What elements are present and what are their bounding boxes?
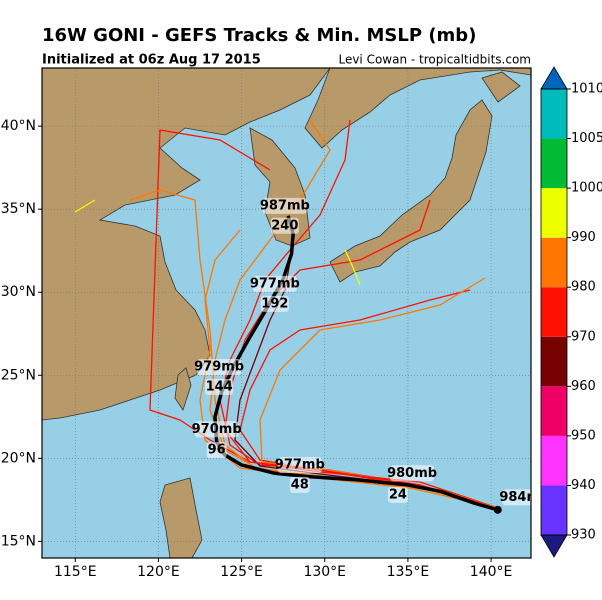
colorbar-band — [541, 89, 567, 139]
label-box — [262, 197, 307, 214]
label-box — [387, 486, 408, 503]
x-tick-label: 135°E — [387, 564, 430, 580]
track-label: 977mb — [275, 457, 325, 472]
label-box — [260, 295, 289, 312]
land — [42, 68, 531, 558]
colorbar-label: 990 — [571, 230, 596, 245]
track-label: 979mb — [194, 359, 244, 374]
subtitle: Initialized at 06z Aug 17 2015 — [42, 53, 261, 68]
colorbar-frame — [540, 88, 568, 536]
colorbar-label: 930 — [571, 528, 596, 543]
label-box — [277, 456, 322, 473]
title: 16W GONI - GEFS Tracks & Min. MSLP (mb) — [42, 25, 476, 46]
colorbar-label: 1005 — [571, 131, 602, 146]
track-start — [493, 505, 502, 514]
colorbar-band — [541, 237, 567, 288]
y-tick-label: 35°N — [1, 201, 36, 217]
label-box — [205, 378, 234, 395]
label-box — [206, 442, 227, 459]
colorbar-label: 960 — [571, 379, 596, 394]
colorbar-label: 980 — [571, 280, 596, 295]
track-label: 977mb — [250, 276, 300, 291]
annotations: 984mb 980mb 24 977mb 48 970mb 96 979mb 144 977mb 1… — [192, 197, 549, 506]
colorbar-band — [541, 336, 567, 387]
y-tick-label: 15°N — [1, 533, 36, 549]
track-label: 980mb — [387, 466, 437, 481]
colorbar-label: 1000 — [571, 181, 602, 196]
colorbar-band — [541, 188, 567, 238]
track-label: 240 — [271, 218, 298, 233]
colorbar-band — [541, 485, 567, 535]
y-tick-label: 40°N — [1, 118, 36, 134]
credit: Levi Cowan - tropicaltidbits.com — [338, 53, 531, 67]
colorbar: 930 940 950 960 970 980 990 1000 1005 1010 — [540, 66, 602, 558]
x-tick-label: 125°E — [220, 564, 263, 580]
track-label: 144 — [206, 379, 233, 394]
axis-ticks: 115°E 120°E 125°E 130°E 135°E 140°E 15°N 20°N 25… — [1, 118, 513, 580]
colorbar-band — [541, 435, 567, 486]
colorbar-label: 1010 — [571, 82, 602, 97]
track-label: 48 — [291, 477, 309, 492]
colorbar-band — [541, 287, 567, 337]
colorbar-label: 940 — [571, 478, 596, 493]
colorbar-band — [541, 138, 567, 189]
x-tick-label: 115°E — [54, 564, 97, 580]
map: 984mb 980mb 24 977mb 48 970mb 96 979mb 144 977mb 1… — [42, 68, 549, 558]
label-box — [502, 489, 531, 506]
x-tick-label: 130°E — [303, 564, 346, 580]
x-tick-label: 140°E — [470, 564, 513, 580]
label-box — [194, 421, 239, 438]
y-tick-label: 25°N — [1, 367, 36, 383]
track-label: 987mb — [260, 198, 310, 213]
colorbar-band — [541, 386, 567, 436]
label-box — [252, 275, 297, 292]
colorbar-label: 970 — [571, 329, 596, 344]
y-tick-label: 30°N — [1, 284, 36, 300]
x-tick-label: 120°E — [137, 564, 180, 580]
track-label: 984mb — [499, 490, 549, 505]
label-box — [270, 217, 299, 234]
label-box — [390, 465, 435, 482]
map-frame — [41, 67, 532, 559]
track-label: 96 — [208, 443, 226, 458]
colorbar-label: 950 — [571, 428, 596, 443]
label-box — [197, 358, 242, 375]
track-label: 970mb — [192, 422, 242, 437]
y-tick-label: 20°N — [1, 450, 36, 466]
track-label: 24 — [389, 487, 407, 502]
track-label: 192 — [261, 296, 288, 311]
label-box — [289, 476, 310, 493]
